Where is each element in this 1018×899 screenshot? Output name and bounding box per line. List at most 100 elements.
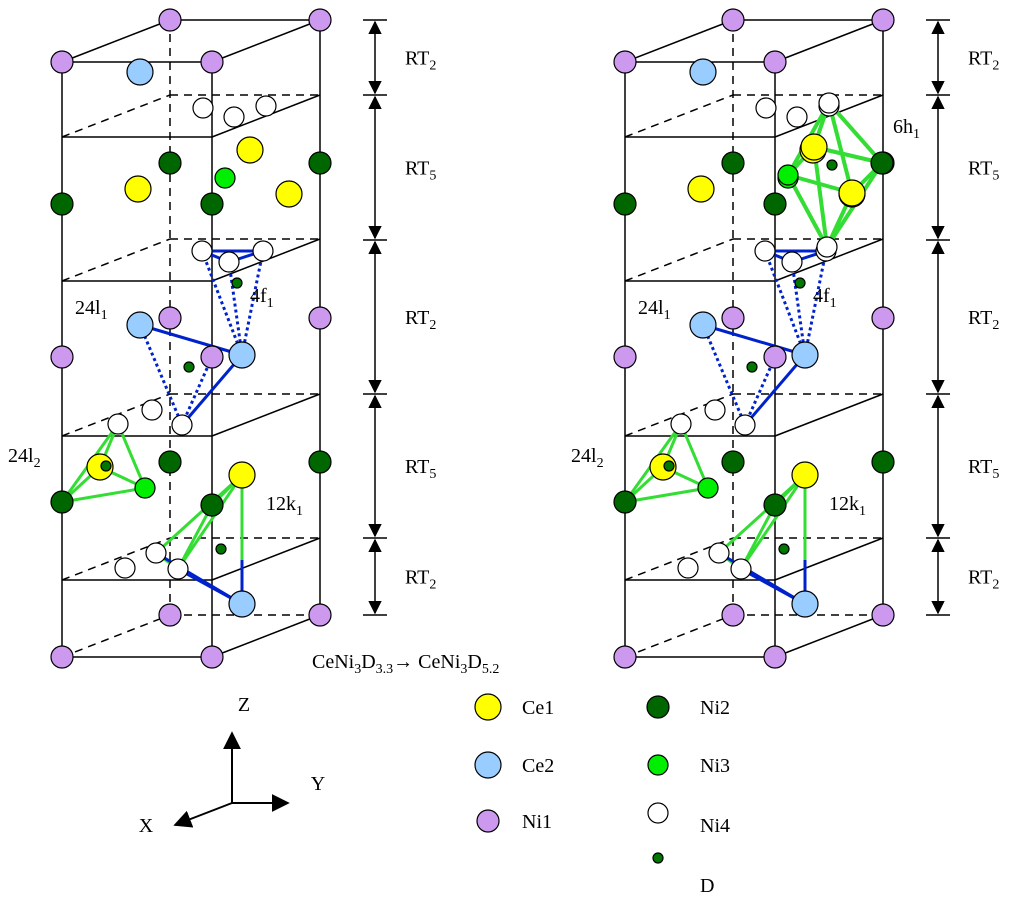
- atom-ni1: [159, 9, 181, 31]
- label-main: RT: [405, 158, 429, 180]
- atom-ni4: [256, 96, 276, 116]
- edge: [212, 20, 320, 62]
- atom-ce1: [792, 462, 818, 488]
- label-main: RT: [405, 48, 429, 70]
- label-sub: 5: [992, 169, 999, 184]
- atom-d: [653, 853, 663, 863]
- atom-ni4: [735, 415, 755, 435]
- atom-ni4: [253, 241, 273, 261]
- atom-ni2: [764, 494, 786, 516]
- bond: [140, 325, 242, 355]
- atom-ni1: [159, 307, 181, 329]
- layer-label: RT2: [968, 307, 999, 333]
- atom-ni2: [614, 491, 636, 513]
- layer-label: RT2: [968, 567, 999, 593]
- atom-ce1: [229, 462, 255, 488]
- atom-ce2: [229, 342, 255, 368]
- site-label: 24l2: [571, 445, 604, 471]
- edge: [625, 95, 733, 137]
- atom-d: [747, 362, 757, 372]
- atom-ni2: [647, 696, 669, 718]
- label-main: RT: [968, 567, 992, 589]
- label-main: 6h: [893, 116, 913, 138]
- atom-ni2: [309, 152, 331, 174]
- atom-ni4: [817, 237, 837, 257]
- caption-text: D: [467, 651, 481, 673]
- atom-ni4: [671, 414, 691, 434]
- site-label: 24l1: [75, 297, 108, 323]
- atom-ce1: [801, 134, 827, 160]
- legend-label: D: [700, 875, 714, 897]
- axis-arrow: [175, 803, 232, 825]
- atom-ni2: [614, 193, 636, 215]
- atom-ni2: [51, 491, 73, 513]
- edge: [625, 615, 733, 657]
- atom-ni2: [159, 152, 181, 174]
- layer-label: RT5: [405, 158, 436, 184]
- atom-ni4: [731, 559, 751, 579]
- caption-sub: 5.2: [482, 662, 500, 677]
- label-sub: 2: [429, 59, 436, 74]
- layer-label: RT5: [968, 456, 999, 482]
- site-label: 4f1: [813, 285, 837, 311]
- bond: [703, 325, 805, 355]
- atom-ce2: [127, 312, 153, 338]
- bond: [178, 475, 242, 569]
- label-main: 24l: [638, 297, 664, 319]
- atom-ni1: [722, 307, 744, 329]
- atom-ni4: [819, 93, 839, 113]
- label-sub: 1: [830, 296, 837, 311]
- edge: [775, 394, 883, 436]
- layer-label: RT2: [405, 48, 436, 74]
- layer-label: RT2: [968, 48, 999, 74]
- atom-ni4: [648, 803, 668, 823]
- atom-ni4: [709, 543, 729, 563]
- label-main: RT: [968, 48, 992, 70]
- label-main: 24l: [8, 445, 34, 467]
- label-sub: 2: [992, 59, 999, 74]
- atom-d: [779, 544, 789, 554]
- site-label: 12k1: [266, 493, 303, 519]
- atom-ni1: [872, 9, 894, 31]
- axis-label: Z: [238, 694, 250, 716]
- label-sub: 5: [992, 467, 999, 482]
- atom-ni4: [172, 415, 192, 435]
- atom-ni4: [142, 400, 162, 420]
- atom-ce1: [125, 176, 151, 202]
- atom-ni1: [309, 307, 331, 329]
- atom-ni2: [722, 152, 744, 174]
- legend-label: Ni2: [700, 697, 730, 719]
- legend-label: Ce1: [522, 697, 554, 719]
- atom-d: [232, 278, 242, 288]
- atom-ni1: [614, 346, 636, 368]
- label-main: RT: [405, 307, 429, 329]
- atom-ce2: [229, 591, 255, 617]
- label-main: 4f: [250, 285, 267, 307]
- label-main: 12k: [266, 493, 296, 515]
- atom-ni1: [614, 51, 636, 73]
- label-main: RT: [968, 456, 992, 478]
- label-main: 24l: [571, 445, 597, 467]
- caption-sub: 3.3: [376, 662, 394, 677]
- label-sub: 5: [429, 169, 436, 184]
- edge: [625, 239, 733, 281]
- layer-label: RT5: [968, 158, 999, 184]
- edge: [775, 20, 883, 62]
- axis-label: X: [139, 815, 154, 837]
- atom-ni1: [764, 646, 786, 668]
- caption-text: D: [361, 651, 375, 673]
- atom-ni4: [705, 400, 725, 420]
- label-main: 24l: [75, 297, 101, 319]
- site-label: 4f1: [250, 285, 274, 311]
- legend-label: Ce2: [522, 755, 554, 777]
- atom-ni1: [764, 346, 786, 368]
- atom-ni1: [872, 604, 894, 626]
- edge: [212, 538, 320, 580]
- atom-ni4: [168, 559, 188, 579]
- edge: [212, 394, 320, 436]
- atom-ce2: [690, 312, 716, 338]
- atom-d: [795, 278, 805, 288]
- atom-ce1: [839, 180, 865, 206]
- atom-ni4: [224, 107, 244, 127]
- atom-ni2: [722, 451, 744, 473]
